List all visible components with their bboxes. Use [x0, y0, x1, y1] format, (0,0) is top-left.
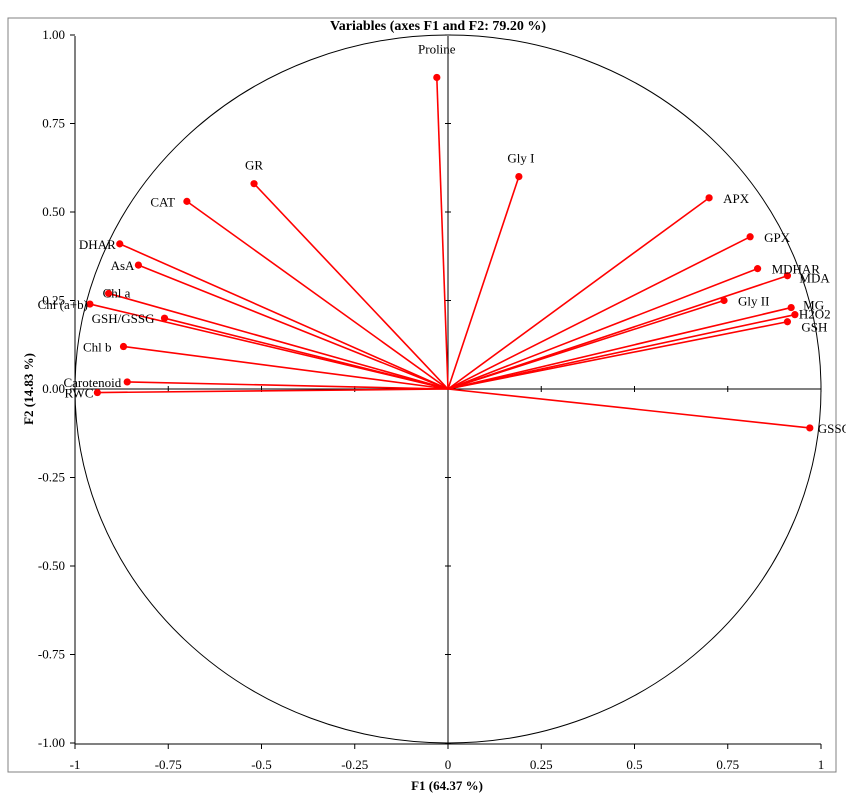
vector-point-cat — [183, 197, 191, 205]
variable-label-mdhar: MDHAR — [772, 262, 821, 277]
vector-point-chl-a-b — [86, 300, 94, 308]
y-tick-label: -0.25 — [38, 470, 65, 485]
vector-point-gsh-gssg — [160, 314, 169, 322]
vector-point-rwc — [93, 388, 101, 397]
y-tick-label: 0.25 — [42, 293, 65, 308]
vector-point-chl-b — [119, 342, 128, 351]
vector-point-gssg — [806, 424, 814, 432]
variable-label-rwc: RWC — [64, 386, 93, 401]
y-tick-label: 0.00 — [42, 381, 65, 396]
y-tick-label: 0.50 — [42, 204, 65, 219]
variable-label-asa: AsA — [111, 258, 135, 273]
variable-label-gssg: GSSG — [818, 421, 846, 436]
vector-line-chl-b — [123, 345, 449, 390]
vector-point-gr — [250, 180, 258, 188]
vector-point-h2o2 — [791, 311, 799, 319]
vector-line-mg — [447, 306, 792, 390]
variable-label-gly-ii: Gly II — [738, 294, 769, 309]
x-axis-title: F1 (64.37 %) — [411, 778, 483, 793]
vector-line-gsh-gssg — [164, 317, 449, 390]
vector-point-gsh — [783, 318, 792, 326]
x-tick-label: 1 — [818, 757, 825, 772]
vectors-layer — [86, 73, 814, 432]
variable-label-mg: MG — [803, 298, 824, 313]
vector-line-gly-i — [447, 176, 520, 390]
y-tick-label: -0.75 — [38, 647, 65, 662]
vector-point-dhar — [116, 240, 124, 248]
y-tick-label: 0.75 — [42, 116, 65, 131]
vector-line-h2o2 — [447, 313, 796, 390]
vector-point-gly-i — [515, 173, 523, 181]
vector-point-asa — [134, 261, 143, 269]
variable-label-proline: Proline — [418, 41, 456, 56]
vector-line-dhar — [119, 243, 449, 390]
variable-label-gr: GR — [245, 158, 263, 173]
variable-label-mda: MDA — [799, 271, 830, 286]
x-tick-label: 0.25 — [530, 757, 553, 772]
ticks-layer: -1 -0.75 -0.5 -0.25 0 0.25 0.5 0.75 1 1.00 0.75 0.5… — [38, 27, 824, 772]
variable-label-gly-i: Gly I — [507, 151, 534, 166]
variable-label-gpx: GPX — [764, 230, 791, 245]
y-tick-label: 1.00 — [42, 27, 65, 42]
variable-label-gsh-gssg: GSH/GSSG — [92, 311, 155, 326]
vector-point-carotenoid — [123, 378, 131, 386]
variable-label-chl-a: Chl a — [103, 285, 131, 300]
variable-label-chl-a-b: Chl (a+b) — [38, 297, 88, 312]
variable-label-carotenoid: Carotenoid — [63, 375, 121, 390]
variable-label-dhar: DHAR — [79, 237, 116, 252]
vector-point-chl-a — [104, 289, 113, 298]
vector-point-mda — [783, 272, 792, 280]
vector-line-gsh — [447, 320, 788, 390]
x-tick-label: -1 — [70, 757, 81, 772]
vector-line-rwc — [97, 388, 449, 394]
vector-line-mdhar — [447, 267, 758, 390]
variable-label-cat: CAT — [150, 194, 175, 209]
x-tick-label: 0 — [445, 757, 452, 772]
x-tick-label: -0.25 — [341, 757, 368, 772]
vector-line-cat — [186, 200, 449, 390]
vector-point-apx — [705, 194, 713, 202]
vector-line-carotenoid — [127, 381, 449, 390]
y-tick-label: -1.00 — [38, 735, 65, 750]
vector-point-gpx — [746, 233, 754, 241]
x-tick-label: 0.75 — [716, 757, 739, 772]
variable-label-h2o2: H2O2 — [799, 307, 831, 322]
variable-label-chl-b: Chl b — [83, 340, 112, 355]
vector-line-gly-ii — [447, 299, 725, 390]
vector-point-proline — [433, 73, 441, 82]
vector-line-gr — [253, 183, 449, 390]
vector-point-mdhar — [753, 265, 762, 273]
plot-area-frame — [7, 17, 837, 773]
y-tick-label: -0.50 — [38, 558, 65, 573]
vector-line-chl-a — [108, 292, 449, 390]
x-tick-label: 0.5 — [626, 757, 642, 772]
chart-title: Variables (axes F1 and F2: 79.20 %) — [330, 19, 546, 34]
vector-point-mg — [787, 303, 795, 312]
vector-line-gssg — [447, 388, 810, 429]
vector-line-apx — [447, 197, 710, 390]
vector-line-proline — [436, 77, 449, 390]
y-axis-title: F2 (14.83 %) — [21, 353, 36, 425]
vector-point-gly-ii — [720, 296, 728, 305]
vector-line-gpx — [447, 236, 751, 390]
variable-label-gsh: GSH — [801, 320, 827, 335]
x-tick-label: -0.5 — [251, 757, 272, 772]
x-tick-label: -0.75 — [155, 757, 182, 772]
vector-line-asa — [138, 264, 449, 390]
variable-label-apx: APX — [723, 191, 750, 206]
